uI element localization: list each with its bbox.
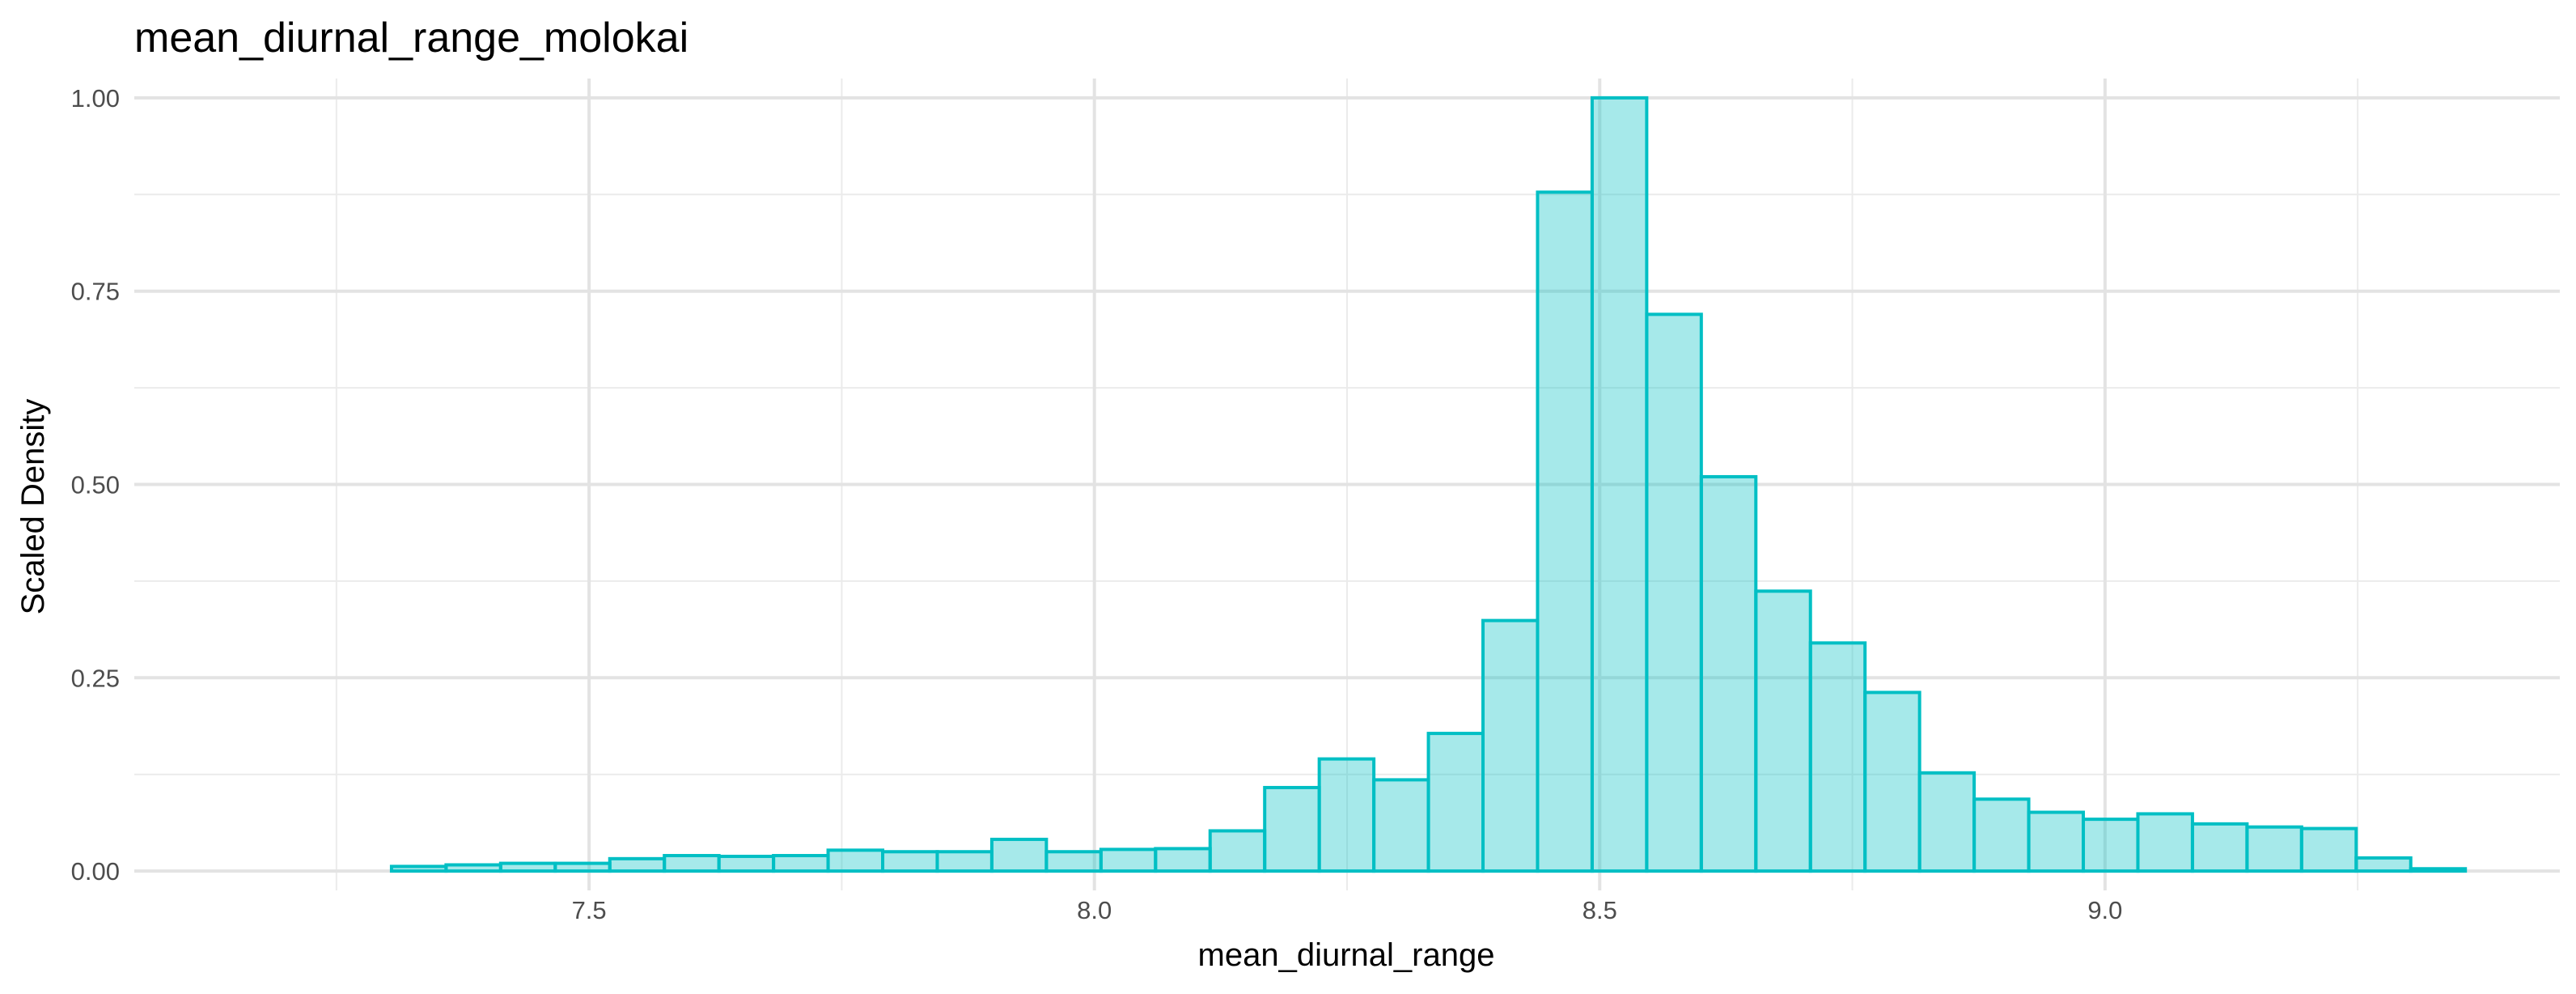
histogram-bar: [1372, 778, 1430, 873]
x-tick-label: 8.5: [1582, 896, 1617, 924]
y-tick-label: 0.50: [71, 471, 120, 499]
histogram-bar: [772, 854, 830, 873]
histogram-bar: [1044, 850, 1103, 873]
histogram-bar: [1536, 190, 1594, 873]
x-axis-tick-labels: 7.5 8.0 8.5 9.0: [572, 896, 2123, 924]
histogram-bar: [553, 861, 612, 873]
y-axis-label: Scaled Density: [15, 399, 51, 615]
histogram-bar: [1154, 847, 1212, 873]
histogram-bar: [1263, 785, 1321, 873]
histogram-bar: [1317, 757, 1376, 873]
histogram-bar: [389, 864, 448, 873]
histogram-bar: [1208, 829, 1267, 873]
y-tick-label: 0.75: [71, 278, 120, 306]
histogram-bar: [2027, 810, 2086, 873]
histogram-bar: [1972, 797, 2031, 873]
histogram-bar: [1590, 96, 1649, 873]
histogram-bar: [881, 850, 939, 873]
histogram-bar: [717, 854, 776, 873]
histogram-bar: [2082, 818, 2140, 873]
x-tick-label: 8.0: [1077, 896, 1112, 924]
histogram-bar: [498, 861, 557, 873]
histogram-bar: [1645, 312, 1703, 873]
histogram-bar: [2354, 856, 2413, 873]
y-tick-label: 0.00: [71, 857, 120, 886]
histogram-bar: [2190, 822, 2249, 873]
histogram-bar: [663, 854, 721, 873]
x-tick-label: 7.5: [572, 896, 607, 924]
histogram-bar: [2245, 825, 2303, 873]
histogram-bar: [1099, 847, 1158, 873]
histogram-bar: [989, 837, 1049, 873]
histogram-bar: [2136, 812, 2194, 873]
histogram-bar: [1426, 732, 1485, 873]
chart-title: mean_diurnal_range_molokai: [134, 15, 688, 62]
histogram-bar: [444, 863, 502, 873]
histogram-bars: [389, 96, 2468, 873]
y-axis-tick-labels: 0.00 0.25 0.50 0.75 1.00: [71, 84, 120, 886]
histogram-bar: [1808, 641, 1867, 873]
histogram-bar: [608, 856, 667, 873]
histogram-bar: [1917, 771, 1976, 873]
histogram-bar: [1863, 690, 1921, 873]
histogram-bar: [1481, 618, 1540, 873]
histogram-bar: [826, 848, 885, 873]
histogram-bar: [935, 850, 994, 873]
histogram-bar: [1699, 474, 1758, 873]
histogram-bar: [2409, 867, 2468, 873]
x-axis-label: mean_diurnal_range: [1198, 937, 1495, 973]
y-tick-label: 1.00: [71, 84, 120, 113]
histogram-bar: [2299, 826, 2358, 873]
y-tick-label: 0.25: [71, 664, 120, 692]
x-tick-label: 9.0: [2087, 896, 2122, 924]
histogram-bar: [1754, 589, 1812, 873]
